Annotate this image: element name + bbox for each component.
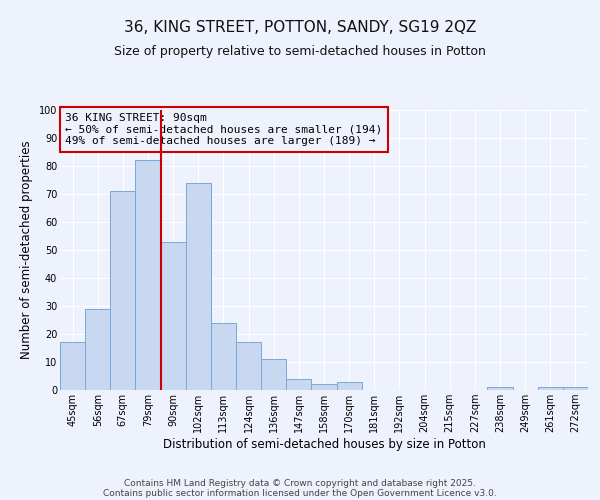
Text: Contains public sector information licensed under the Open Government Licence v3: Contains public sector information licen…: [103, 488, 497, 498]
Bar: [337, 382, 362, 390]
Bar: [261, 359, 286, 390]
Bar: [60, 342, 85, 390]
Bar: [487, 387, 512, 390]
Bar: [286, 379, 311, 390]
Bar: [186, 183, 211, 390]
Bar: [538, 387, 563, 390]
Bar: [136, 160, 161, 390]
Text: Size of property relative to semi-detached houses in Potton: Size of property relative to semi-detach…: [114, 45, 486, 58]
Y-axis label: Number of semi-detached properties: Number of semi-detached properties: [20, 140, 33, 360]
Text: Contains HM Land Registry data © Crown copyright and database right 2025.: Contains HM Land Registry data © Crown c…: [124, 478, 476, 488]
Bar: [311, 384, 337, 390]
X-axis label: Distribution of semi-detached houses by size in Potton: Distribution of semi-detached houses by …: [163, 438, 485, 451]
Bar: [211, 323, 236, 390]
Bar: [85, 309, 110, 390]
Bar: [110, 191, 136, 390]
Bar: [161, 242, 186, 390]
Text: 36 KING STREET: 90sqm
← 50% of semi-detached houses are smaller (194)
49% of sem: 36 KING STREET: 90sqm ← 50% of semi-deta…: [65, 113, 383, 146]
Bar: [236, 342, 261, 390]
Bar: [563, 387, 588, 390]
Text: 36, KING STREET, POTTON, SANDY, SG19 2QZ: 36, KING STREET, POTTON, SANDY, SG19 2QZ: [124, 20, 476, 35]
